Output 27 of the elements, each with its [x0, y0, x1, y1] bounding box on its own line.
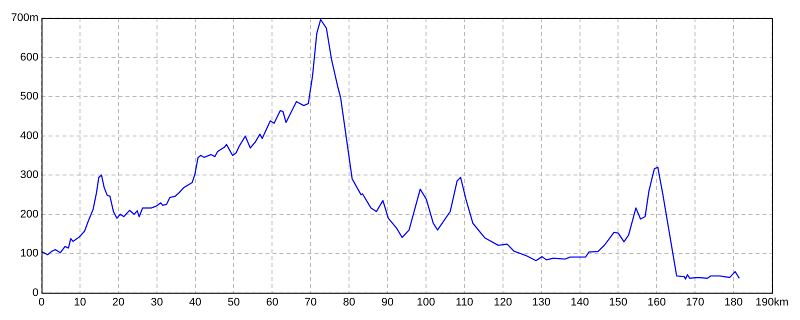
y-tick-label: 100: [20, 248, 39, 260]
y-tick-label: 500: [20, 90, 39, 103]
y-tick-label: 200: [20, 208, 39, 220]
x-tick-label: 150: [609, 296, 628, 308]
x-tick-label: 190km: [755, 296, 789, 308]
x-tick-label: 180: [724, 296, 743, 308]
y-tick-label: 700m: [10, 12, 39, 24]
x-tick-label: 100: [416, 296, 436, 308]
x-tick-label: 50: [228, 296, 240, 308]
y-tick-label: 0: [32, 286, 39, 299]
x-tick-label: 110: [456, 296, 474, 308]
x-tick-label: 10: [74, 296, 86, 308]
x-tick-label: 30: [150, 296, 163, 308]
x-tick-label: 130: [532, 296, 550, 308]
x-tick-label: 40: [189, 296, 202, 308]
y-tick-label: 300: [20, 169, 39, 182]
x-tick-label: 140: [570, 296, 589, 308]
y-tick-label: 600: [20, 51, 39, 64]
y-tick-label: 400: [20, 130, 39, 142]
x-tick-label: 160: [647, 296, 666, 308]
x-tick-label: 60: [266, 296, 278, 308]
x-tick-label: 90: [381, 296, 394, 308]
x-tick-label: 80: [342, 296, 356, 308]
x-tick-label: 20: [112, 296, 125, 308]
x-tick-label: 170: [686, 296, 704, 308]
x-tick-label: 120: [494, 296, 512, 308]
x-tick-label: 70: [304, 296, 317, 308]
